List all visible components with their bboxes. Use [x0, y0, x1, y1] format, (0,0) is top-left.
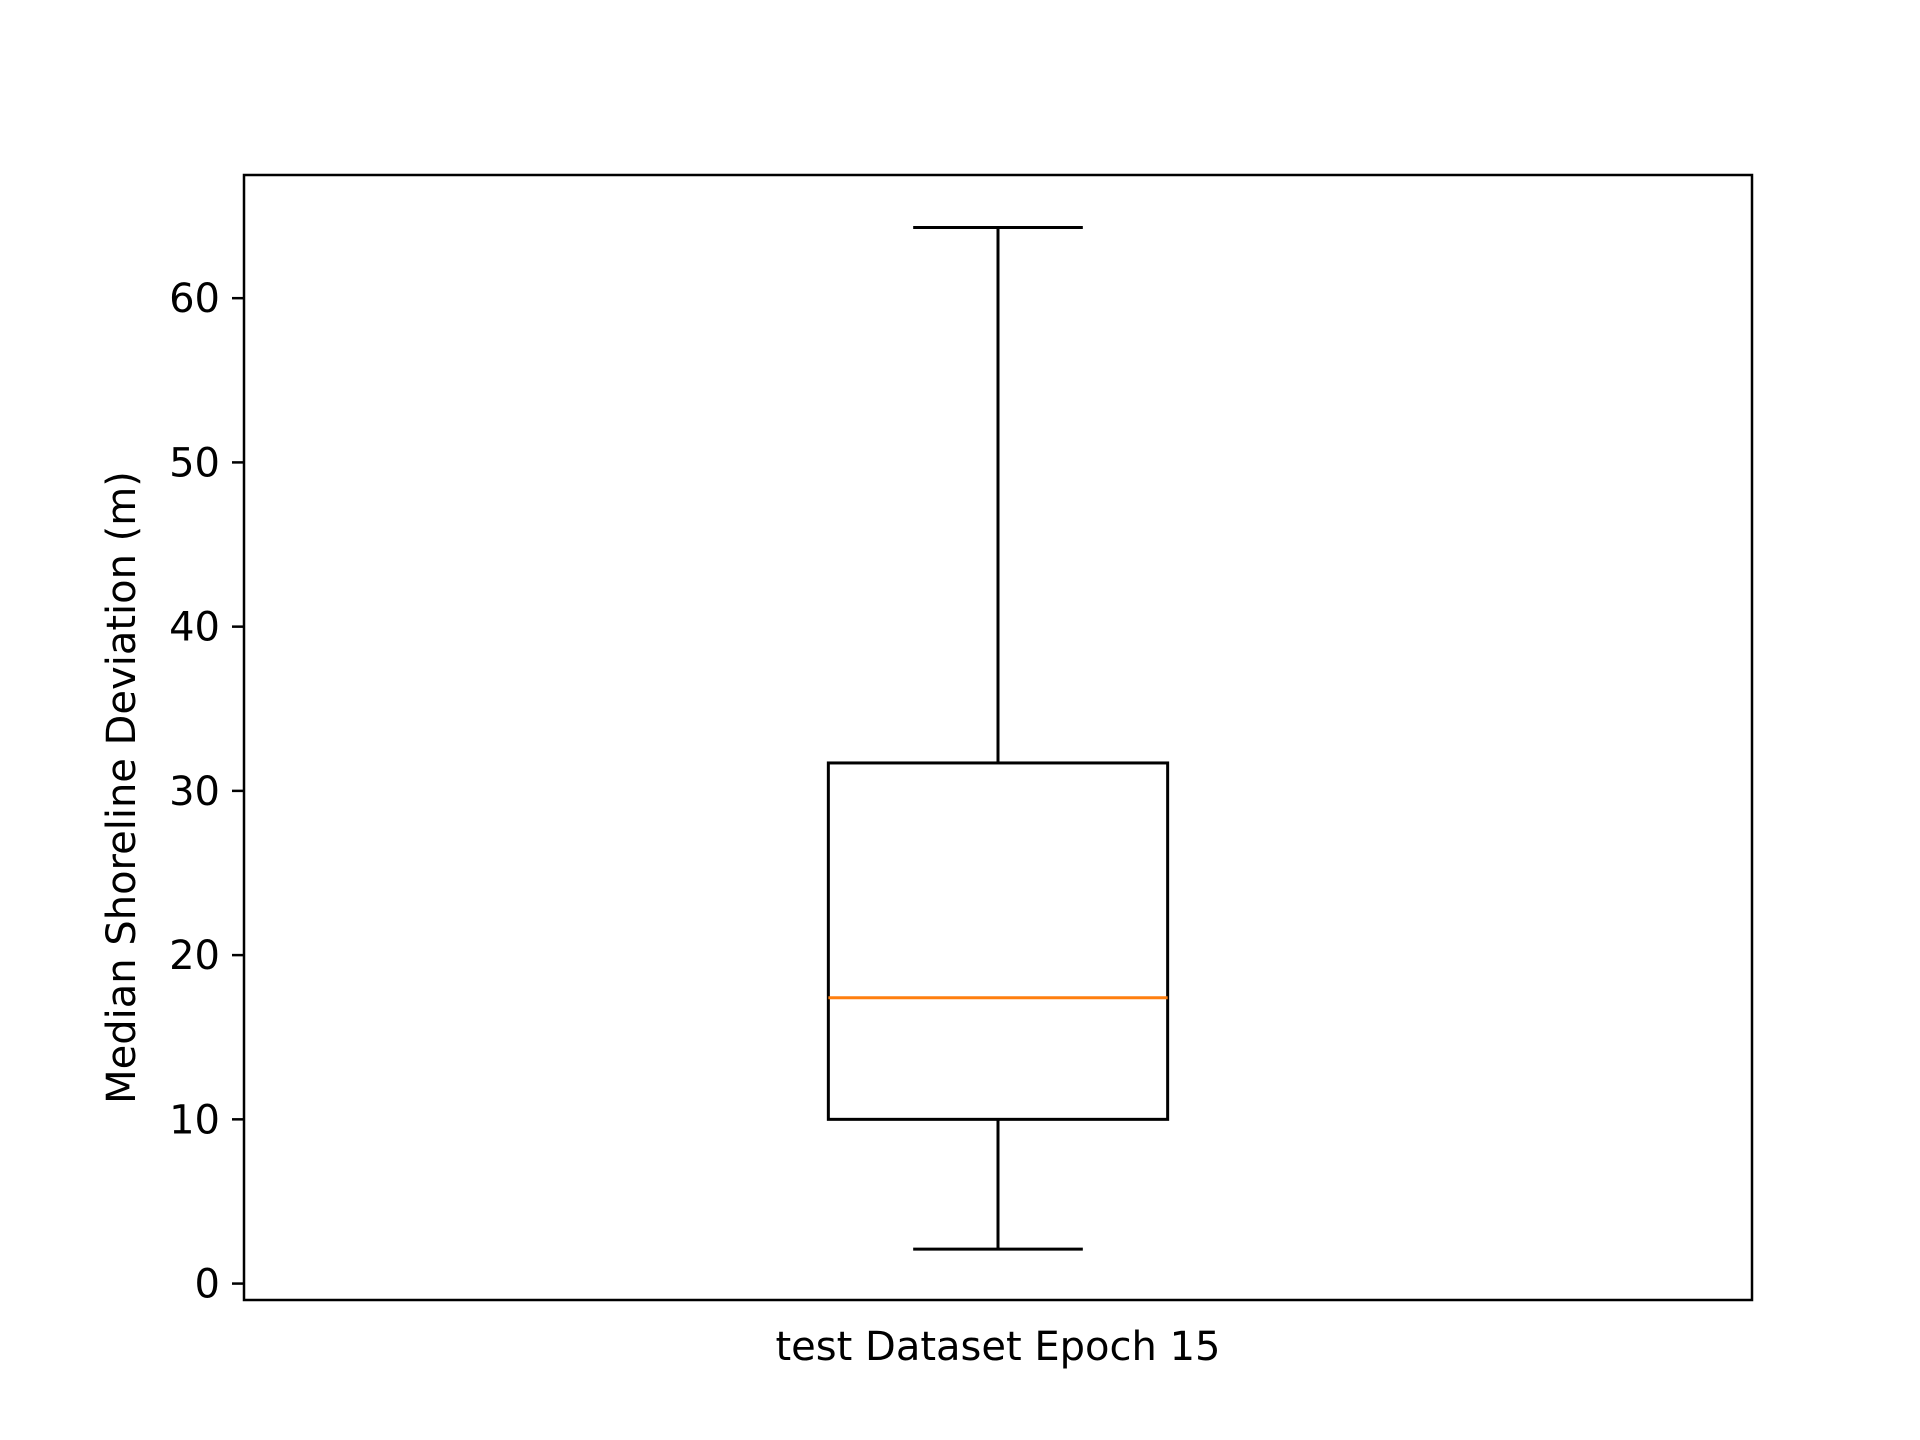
- y-axis-ticks: 0 10 20 30 40 50 60: [169, 276, 244, 1308]
- y-tick-label: 10: [169, 1097, 220, 1143]
- y-tick-label: 50: [169, 440, 220, 486]
- y-tick-label: 40: [169, 605, 220, 651]
- plot-area-frame: [242, 173, 1754, 1302]
- y-tick-label: 0: [195, 1262, 220, 1308]
- y-tick-label: 60: [169, 276, 220, 322]
- interquartile-box: [826, 761, 1170, 1121]
- x-category-label: test Dataset Epoch 15: [776, 1324, 1221, 1370]
- y-axis-label: Median Shoreline Deviation (m): [99, 471, 145, 1104]
- y-tick-label: 20: [169, 933, 220, 979]
- boxes-group: [826, 226, 1170, 1251]
- y-tick-label: 30: [169, 769, 220, 815]
